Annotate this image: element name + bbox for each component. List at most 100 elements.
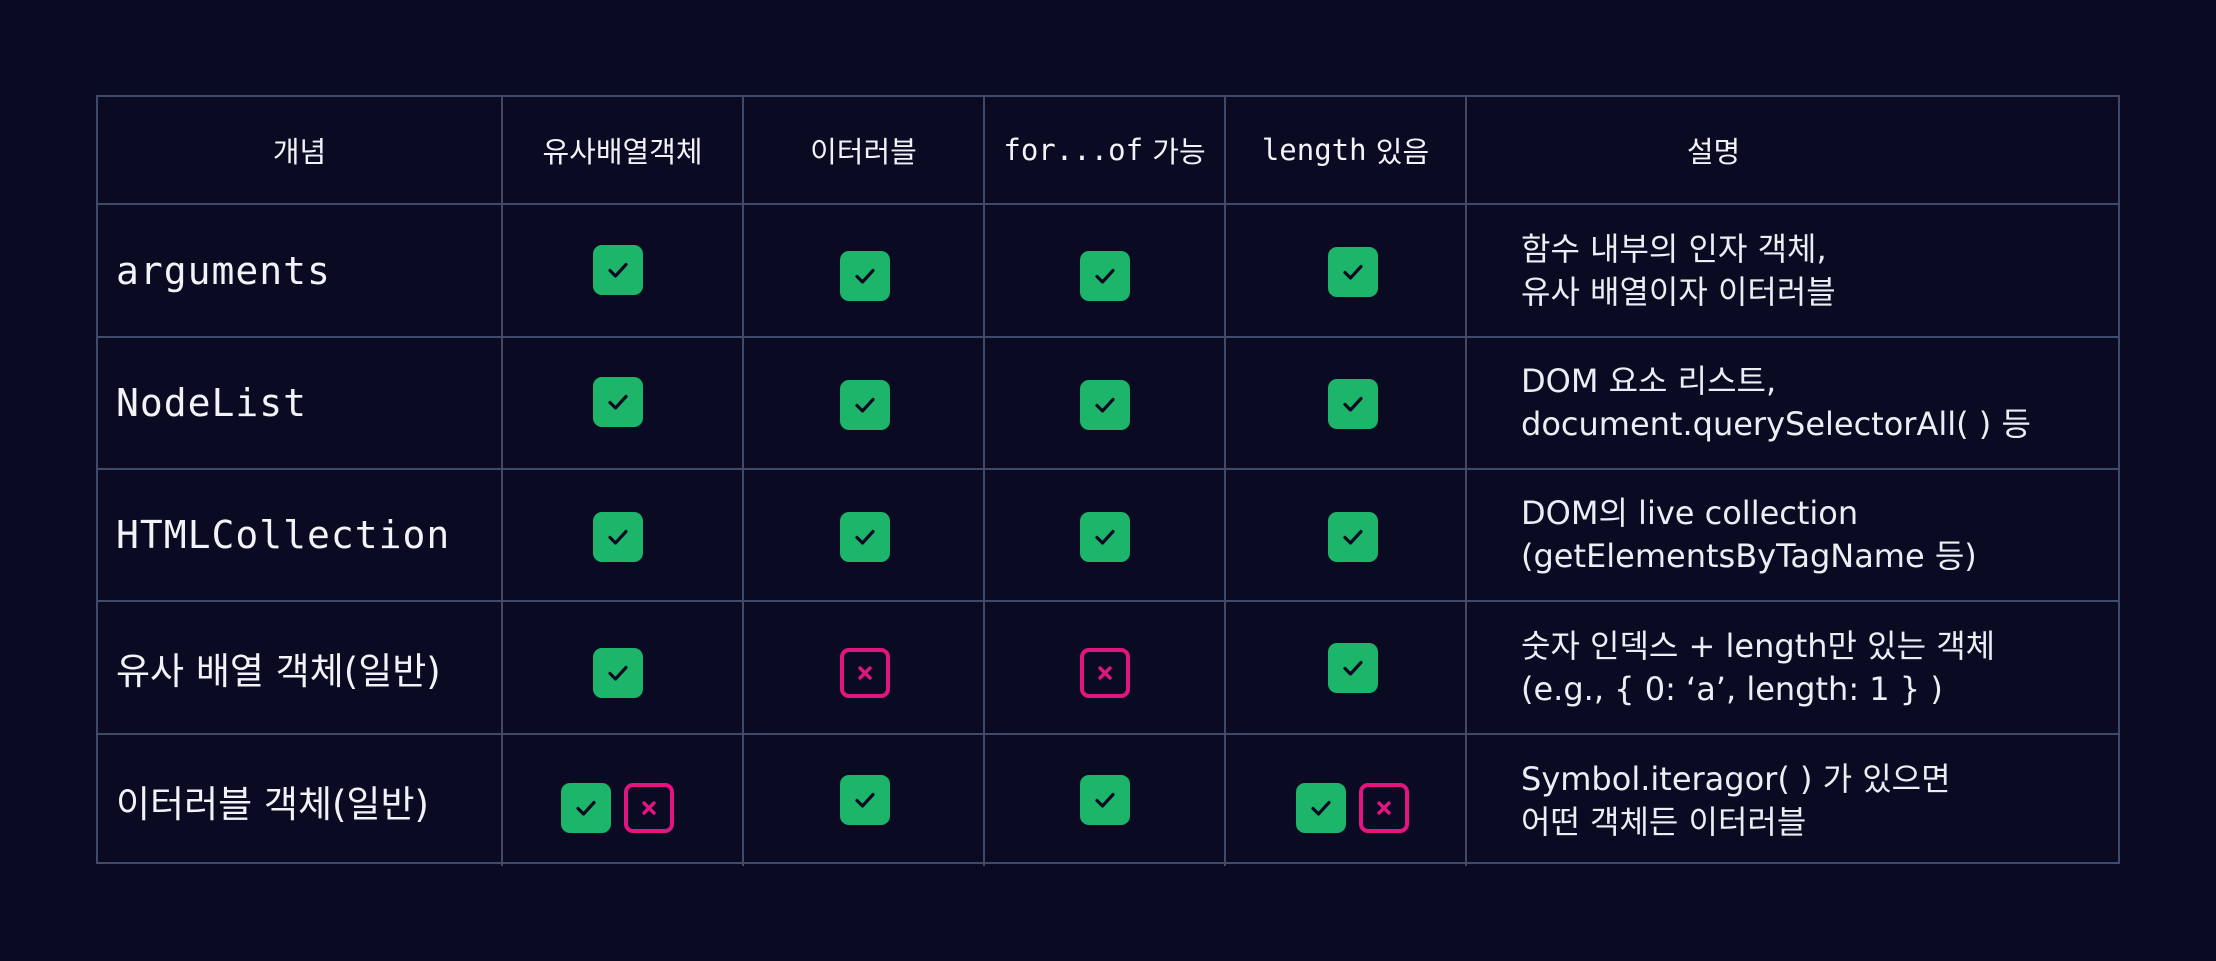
marks: [1079, 512, 1130, 562]
header-for-of-code: for...of: [1003, 133, 1144, 167]
row-description: DOM 요소 리스트, document.querySelectorAll( ) …: [1467, 338, 2120, 470]
row-concept: arguments: [98, 205, 503, 338]
description-line-2: (e.g., { 0: ‘a’, length: 1 } ): [1521, 669, 1943, 708]
header-description: 설명: [1467, 97, 2120, 205]
cell-iterable: [744, 205, 985, 338]
cell-iterable: [744, 470, 985, 602]
header-for-of: for...of 가능: [985, 97, 1226, 205]
marks: [1327, 379, 1378, 429]
cell-iterable: [744, 338, 985, 470]
cell-array-like: [503, 602, 744, 735]
concept-label: 유사 배열 객체(일반): [116, 649, 441, 693]
marks: [1079, 250, 1130, 301]
row-concept: HTMLCollection: [98, 470, 503, 602]
check-icon: [1327, 642, 1378, 693]
cell-for-of: [985, 338, 1226, 470]
cell-length: [1226, 470, 1467, 602]
check-icon: [1296, 782, 1346, 833]
marks: [1079, 380, 1130, 430]
check-icon: [592, 244, 643, 295]
marks: [592, 647, 643, 698]
marks: [592, 512, 643, 562]
cell-for-of: [985, 735, 1226, 866]
marks: [1079, 774, 1130, 825]
header-description-label: 설명: [1686, 135, 1741, 169]
cell-array-like: [503, 735, 744, 866]
marks: [839, 250, 890, 301]
check-icon: [1327, 379, 1378, 429]
description-line-1: Symbol.iteragor( ) 가 있으면: [1521, 759, 1951, 798]
description-line-1: DOM의 live collection: [1521, 494, 1859, 532]
marks: [839, 774, 890, 825]
description-line-2: document.querySelectorAll( ) 등: [1521, 405, 2031, 443]
description-line-2: (getElementsByTagName 등): [1521, 537, 1977, 575]
row-concept: 유사 배열 객체(일반): [98, 602, 503, 735]
marks: [592, 244, 643, 295]
check-icon: [839, 380, 890, 430]
row-description: 숫자 인덱스 + length만 있는 객체 (e.g., { 0: ‘a’, l…: [1467, 602, 2120, 735]
marks: [1327, 246, 1378, 297]
row-description: DOM의 live collection (getElementsByTagNam…: [1467, 470, 2120, 602]
header-for-of-text: 가능: [1143, 135, 1206, 169]
marks: [1327, 512, 1378, 562]
header-length-text: 있음: [1366, 135, 1430, 169]
marks: [1079, 647, 1130, 698]
cell-length: [1226, 602, 1467, 735]
cell-for-of: [985, 470, 1226, 602]
header-length: length 있음: [1226, 97, 1467, 205]
description-line-1: 함수 내부의 인자 객체,: [1521, 229, 1827, 268]
concept-label: NodeList: [116, 381, 308, 425]
row-concept: 이터러블 객체(일반): [98, 735, 503, 866]
header-array-like-label: 유사배열객체: [542, 135, 703, 169]
cell-length: [1226, 338, 1467, 470]
marks: [839, 647, 890, 698]
cell-array-like: [503, 205, 744, 338]
check-icon: [1327, 246, 1378, 297]
cell-for-of: [985, 602, 1226, 735]
cross-icon: [1359, 782, 1409, 833]
cell-iterable: [744, 602, 985, 735]
marks: [839, 512, 890, 562]
description-line-2: 유사 배열이자 이터러블: [1521, 272, 1836, 311]
check-icon: [1079, 774, 1130, 825]
header-array-like: 유사배열객체: [503, 97, 744, 205]
cell-length: [1226, 205, 1467, 338]
marks: [1296, 782, 1409, 833]
header-length-code: length: [1261, 133, 1367, 167]
header-iterable-label: 이터러블: [810, 135, 917, 169]
cross-icon: [1079, 647, 1130, 698]
check-icon: [592, 377, 643, 427]
cell-length: [1226, 735, 1467, 866]
cross-icon: [839, 647, 890, 698]
check-icon: [592, 647, 643, 698]
marks: [592, 377, 643, 427]
cell-iterable: [744, 735, 985, 866]
description-line-1: 숫자 인덱스 + length만 있는 객체: [1521, 626, 1996, 665]
row-concept: NodeList: [98, 338, 503, 470]
check-icon: [561, 782, 611, 833]
header-concept: 개념: [98, 97, 503, 205]
check-icon: [839, 512, 890, 562]
concept-label: 이터러블 객체(일반): [116, 782, 429, 826]
check-icon: [839, 250, 890, 301]
cell-array-like: [503, 470, 744, 602]
check-icon: [1079, 380, 1130, 430]
concept-label: arguments: [116, 248, 331, 293]
description-line-1: DOM 요소 리스트,: [1521, 362, 1777, 400]
marks: [839, 380, 890, 430]
comparison-table: 개념 유사배열객체 이터러블 for...of 가능 length 있음 설명 …: [96, 95, 2120, 866]
header-iterable: 이터러블: [744, 97, 985, 205]
check-icon: [1079, 512, 1130, 562]
row-description: 함수 내부의 인자 객체, 유사 배열이자 이터러블: [1467, 205, 2120, 338]
header-concept-label: 개념: [272, 135, 327, 169]
cell-for-of: [985, 205, 1226, 338]
check-icon: [592, 512, 643, 562]
marks: [561, 782, 674, 833]
check-icon: [839, 774, 890, 825]
marks: [1327, 642, 1378, 693]
description-line-2: 어떤 객체든 이터러블: [1521, 802, 1807, 841]
cross-icon: [624, 782, 674, 833]
cell-array-like: [503, 338, 744, 470]
check-icon: [1327, 512, 1378, 562]
